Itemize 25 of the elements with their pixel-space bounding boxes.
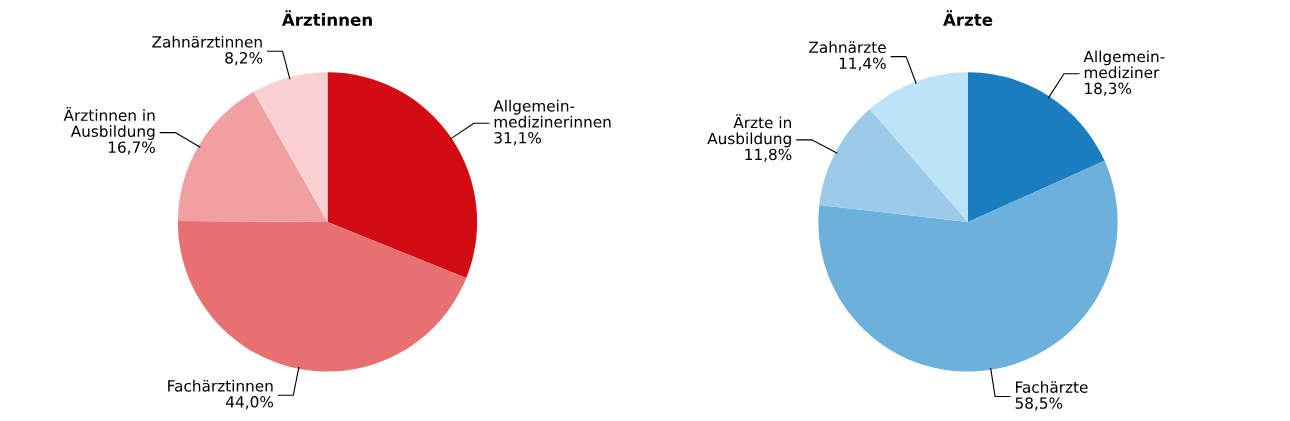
pie-slice xyxy=(819,109,968,222)
data-label: 58,5% xyxy=(1015,397,1063,411)
slice-label: Ärztinnen in Ausbildung xyxy=(63,106,155,140)
pie-slice xyxy=(818,160,1118,372)
slice-label: Fachärzte xyxy=(1016,381,1088,393)
pie-slice xyxy=(869,72,968,222)
slice-label: Fachärztinnen xyxy=(168,379,273,392)
slice-label: Allgemein- mediziner xyxy=(1083,50,1165,79)
slice-label: Zahnärzte xyxy=(809,41,886,54)
pie-slice xyxy=(327,72,478,278)
pie-slice xyxy=(177,221,467,372)
slice-label: Ärzte in Ausbildung xyxy=(707,114,791,148)
data-label: 11,4% xyxy=(839,57,886,71)
data-label: 31,1% xyxy=(494,132,541,146)
chart-title: Ärztinnen xyxy=(281,10,372,27)
data-label: 16,7% xyxy=(108,141,155,155)
slice-label: Zahnärztinnen xyxy=(152,35,262,48)
data-label: 44,0% xyxy=(226,396,274,410)
pie-slice xyxy=(253,72,328,222)
chart-title: Ärzte xyxy=(943,10,993,27)
data-label: 18,3% xyxy=(1085,82,1132,96)
pie-slice xyxy=(177,91,328,222)
data-label: 8,2% xyxy=(225,52,263,66)
data-label: 11,8% xyxy=(745,148,792,162)
slice-label: Allgemein- medizinerinnen xyxy=(493,99,611,128)
